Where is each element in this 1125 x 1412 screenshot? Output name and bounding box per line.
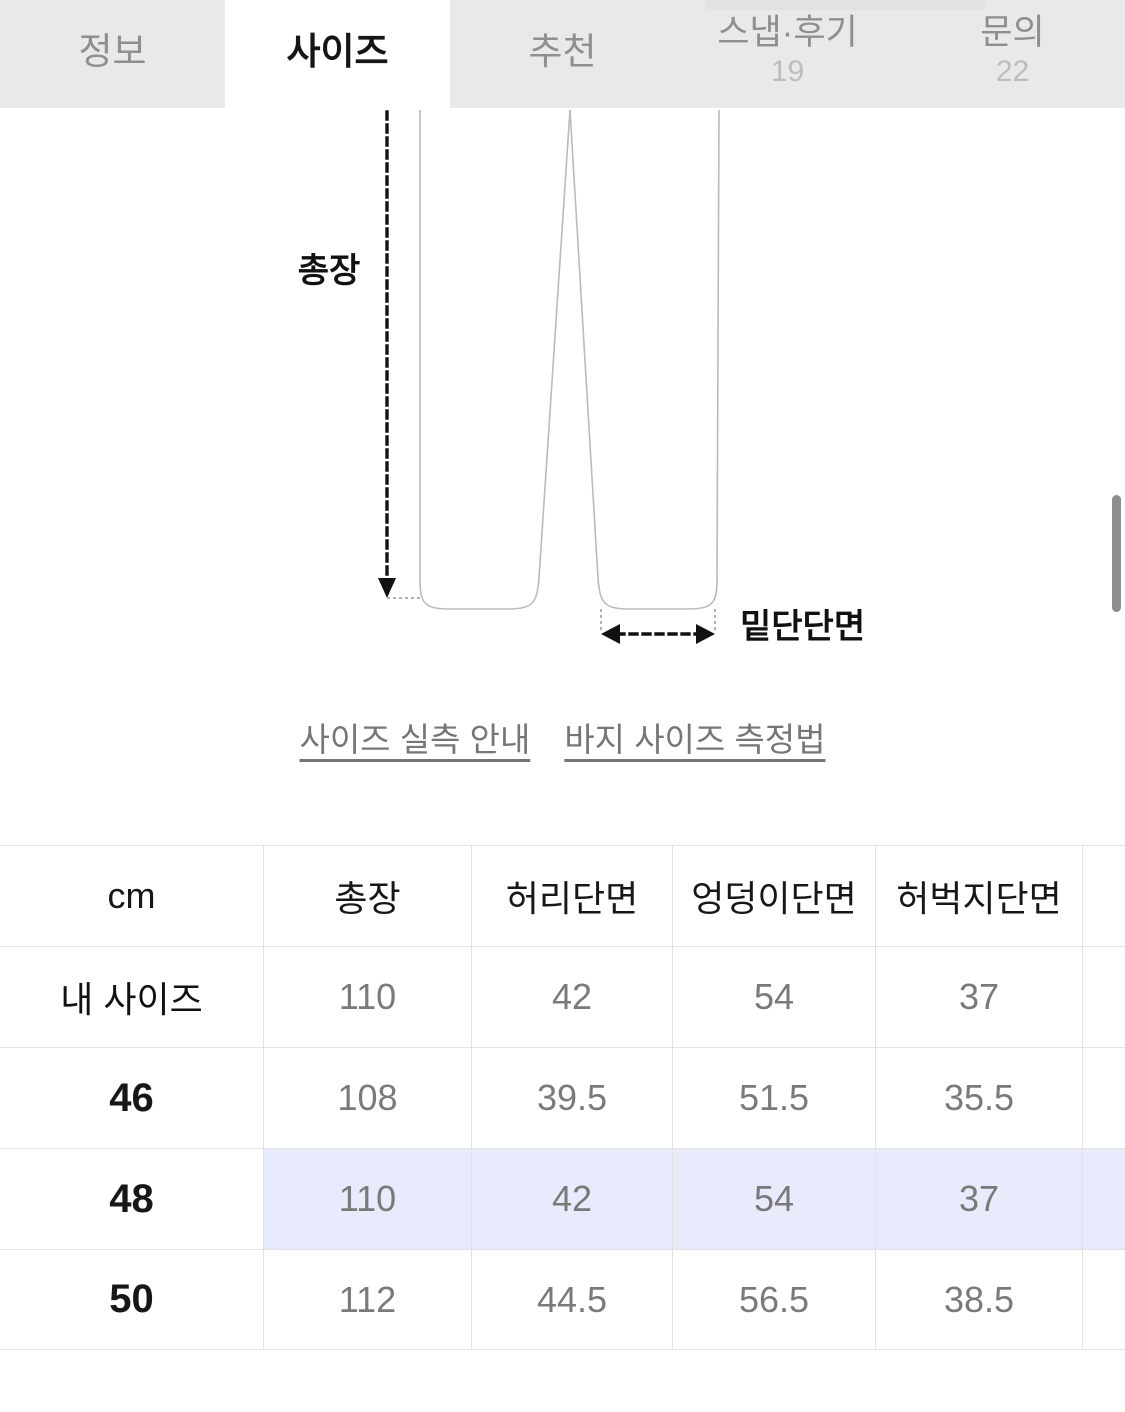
svg-text:총장: 총장 bbox=[298, 252, 361, 290]
svg-text:밑단단면: 밑단단면 bbox=[740, 608, 865, 646]
